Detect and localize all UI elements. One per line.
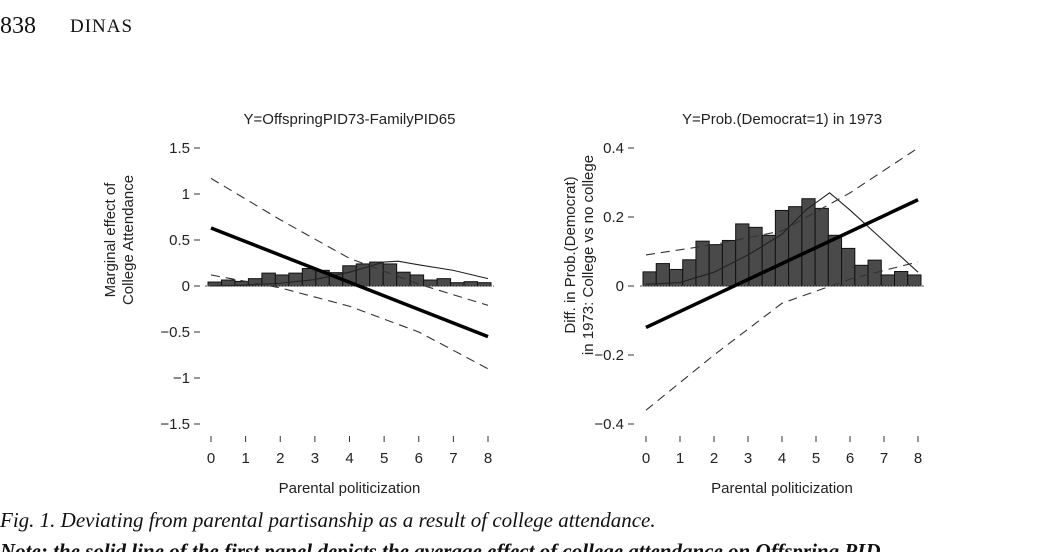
histogram-bar (907, 274, 922, 287)
histogram-bar (274, 274, 290, 287)
chart-panel-1: Y=OffspringPID73-FamilyPID65 1.5 1 0.5 0 −0.5… (102, 111, 494, 497)
histogram-bar (423, 279, 438, 287)
histogram-bar (409, 274, 425, 287)
density-curve (645, 192, 919, 285)
histogram-bar (708, 244, 723, 287)
histogram-bar (463, 281, 479, 287)
x-tick-label: 6 (846, 450, 854, 467)
marginal-effect-line (645, 198, 919, 329)
y-axis-label: College Attendance (120, 175, 137, 305)
x-tick-label: 8 (484, 450, 492, 467)
y-tick-label: 0.5 (169, 232, 190, 249)
x-tick-label: 3 (311, 450, 319, 467)
ci-lower-line (210, 274, 489, 370)
y-tick-label: 0 (182, 278, 190, 295)
y-tick-label: 0.2 (603, 209, 624, 226)
y-tick-label: 0 (616, 278, 624, 295)
ci-upper-line (645, 147, 919, 256)
histogram-bar (774, 209, 790, 287)
x-tick-label: 7 (880, 450, 888, 467)
plot-area (640, 147, 924, 411)
x-tick-label: 1 (676, 450, 684, 467)
histogram-bar (682, 259, 697, 287)
x-tick-label: 0 (642, 450, 650, 467)
y-axis-label: Diff. in Prob.(Democrat) (562, 176, 579, 333)
ci-upper-line (210, 177, 489, 306)
histogram-bar (721, 239, 737, 287)
plot-area (205, 177, 494, 370)
marginal-effect-line (210, 226, 489, 339)
x-tick-label: 8 (914, 450, 922, 467)
page-number: 838 (0, 13, 36, 39)
histogram-bar (436, 278, 452, 287)
y-tick-label: −1.5 (160, 416, 190, 433)
histogram-bar (894, 271, 909, 287)
x-tick-label: 3 (744, 450, 752, 467)
y-tick-label: −0.5 (160, 324, 190, 341)
figure-note: Note: the solid line of the first panel … (0, 539, 881, 552)
histogram-bar (788, 206, 803, 287)
histogram-bar (382, 263, 398, 287)
y-tick-label: −1 (173, 370, 190, 387)
y-axis-label: in 1973: College vs no college (580, 155, 597, 355)
histogram-bar (880, 274, 896, 287)
chart-title: Y=Prob.(Democrat=1) in 1973 (682, 111, 882, 128)
figure-caption: Fig. 1. Deviating from parental partisan… (0, 508, 656, 532)
x-axis-label: Parental politicization (279, 480, 421, 497)
running-head: DINAS (70, 16, 134, 37)
ci-lower-line (645, 261, 919, 411)
y-tick-label: −0.2 (594, 347, 624, 364)
x-tick-label: 1 (241, 450, 249, 467)
x-tick-label: 2 (710, 450, 718, 467)
y-tick-label: −0.4 (594, 416, 624, 433)
histogram-bar (827, 234, 843, 287)
x-tick-label: 6 (415, 450, 423, 467)
y-tick-label: 0.4 (603, 140, 624, 157)
x-axis-label: Parental politicization (711, 480, 853, 497)
histogram-bar (288, 272, 303, 287)
histogram-bar (695, 240, 710, 287)
x-tick-label: 7 (449, 450, 457, 467)
x-tick-label: 4 (778, 450, 786, 467)
x-tick-label: 2 (276, 450, 284, 467)
x-tick-label: 4 (345, 450, 353, 467)
x-tick-label: 5 (812, 450, 820, 467)
histogram-bar (301, 268, 317, 287)
y-tick-label: 1 (182, 186, 190, 203)
chart-panel-2: Y=Prob.(Democrat=1) in 1973 0.4 0.2 0 −0.2 −0… (562, 111, 924, 497)
y-axis-label: Marginal effect of (102, 182, 119, 298)
chart-title: Y=OffspringPID73-FamilyPID65 (244, 111, 456, 128)
x-tick-label: 0 (207, 450, 215, 467)
y-tick-label: 1.5 (169, 140, 190, 157)
histogram-bar (396, 271, 411, 287)
x-tick-label: 5 (380, 450, 388, 467)
histogram-bar (841, 247, 856, 287)
